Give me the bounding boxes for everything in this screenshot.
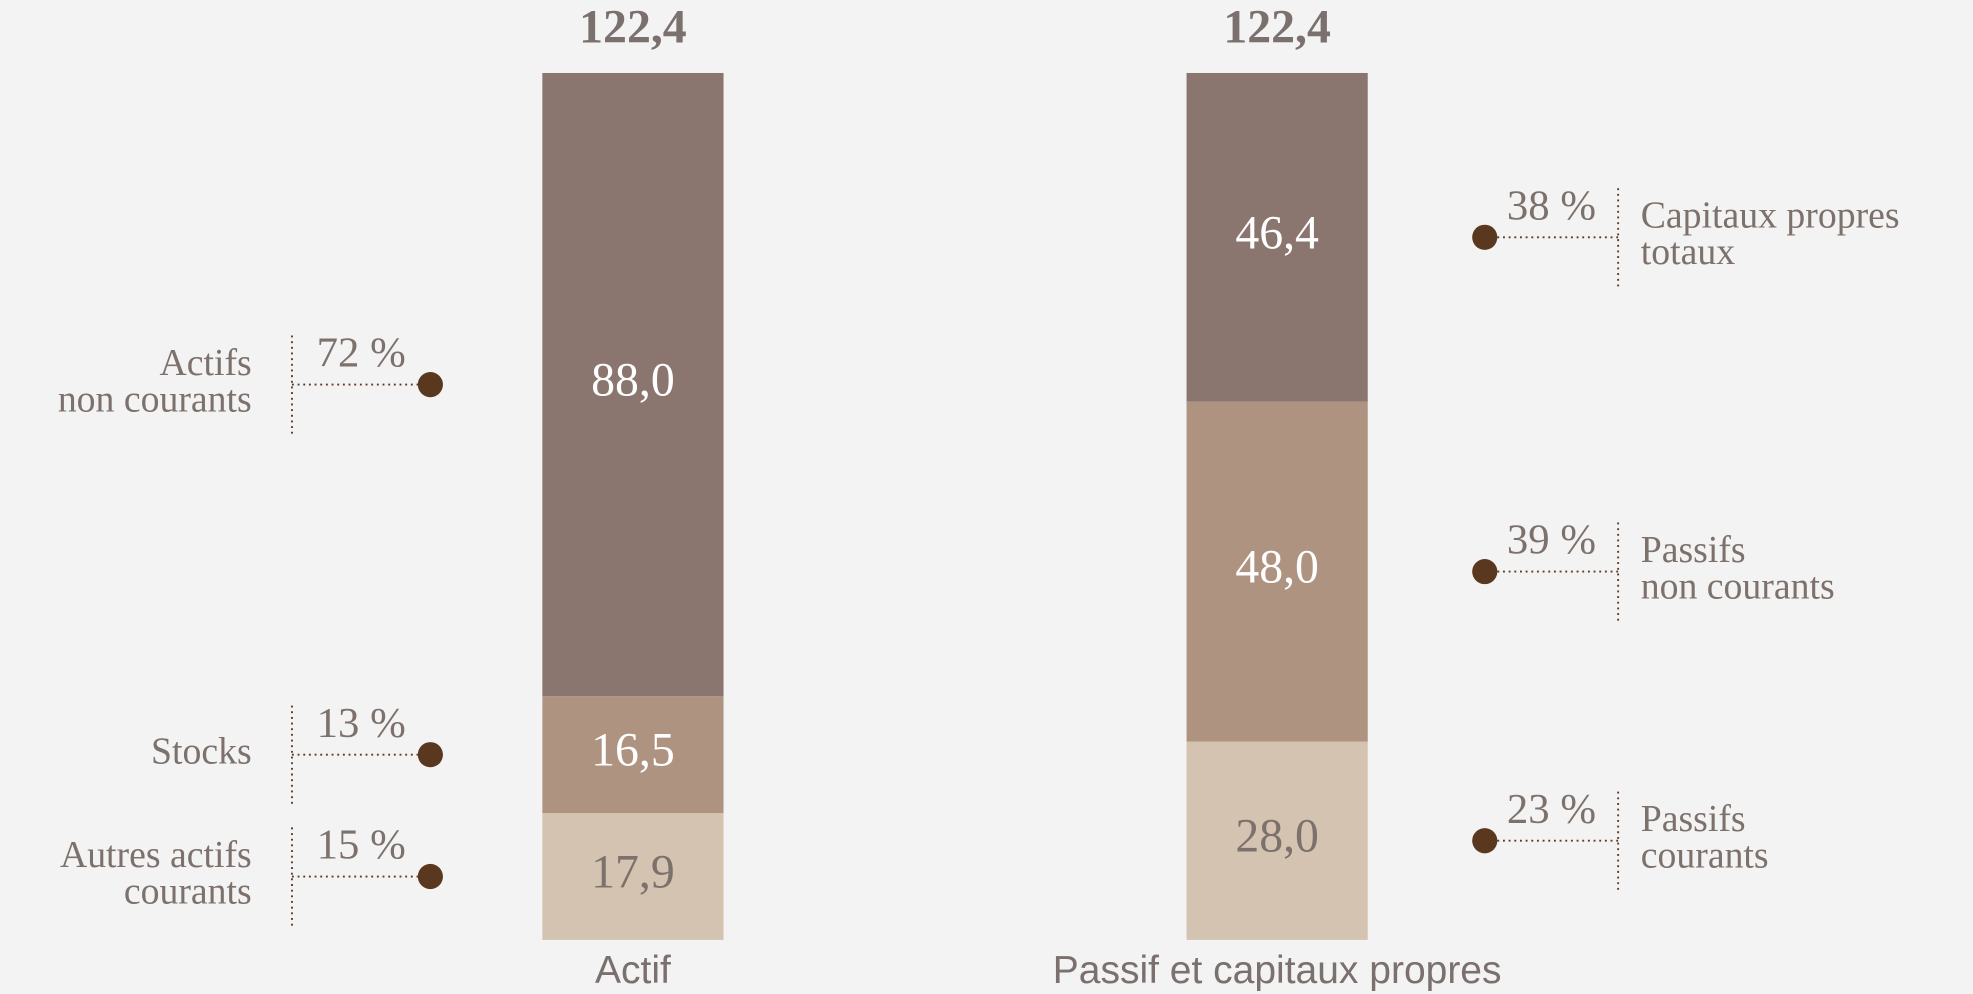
bar-segment (1186, 401, 1368, 742)
leader-dot (417, 742, 443, 768)
percent-label: 13 % (317, 700, 406, 747)
percent-label: 38 % (1507, 182, 1596, 229)
leader-dot (1472, 828, 1498, 854)
value-label: 28,0 (1235, 810, 1319, 863)
percent-label: 23 % (1507, 786, 1596, 833)
value-label: 88,0 (591, 354, 675, 407)
value-label: 16,5 (591, 724, 675, 777)
category-label: Actif (595, 949, 671, 992)
leader-dot (1472, 559, 1498, 585)
leader-dot (417, 863, 443, 890)
percent-label: 39 % (1507, 517, 1596, 564)
leader-dot (417, 372, 443, 398)
bar-segment (542, 813, 724, 940)
segment-name: totaux (1641, 231, 1735, 273)
segment-name: Stocks (151, 730, 252, 772)
segment-name: Autres actifs (60, 834, 252, 876)
segment-name: courants (1641, 835, 1769, 877)
segment-name: Actifs (159, 342, 251, 384)
percent-label: 72 % (317, 330, 406, 377)
bar-segment (542, 696, 724, 814)
bar-segment (542, 72, 724, 697)
percent-label: 15 % (317, 822, 406, 869)
segment-name: non courants (1641, 565, 1835, 607)
segment-name: Passifs (1641, 529, 1746, 571)
bar-segment (1186, 72, 1368, 402)
segment-name: non courants (58, 379, 252, 421)
value-label: 46,4 (1235, 206, 1319, 259)
category-label: Passif et capitaux propres (1053, 949, 1502, 992)
bar-total: 122,4 (579, 0, 687, 53)
segment-name: Capitaux propres (1641, 195, 1900, 237)
bar-segment (1186, 741, 1368, 940)
bar-total: 122,4 (1223, 0, 1331, 53)
segment-name: courants (124, 870, 252, 912)
value-label: 17,9 (591, 845, 675, 898)
leader-dot (1472, 224, 1498, 250)
segment-name: Passifs (1641, 798, 1746, 840)
value-label: 48,0 (1235, 541, 1319, 594)
